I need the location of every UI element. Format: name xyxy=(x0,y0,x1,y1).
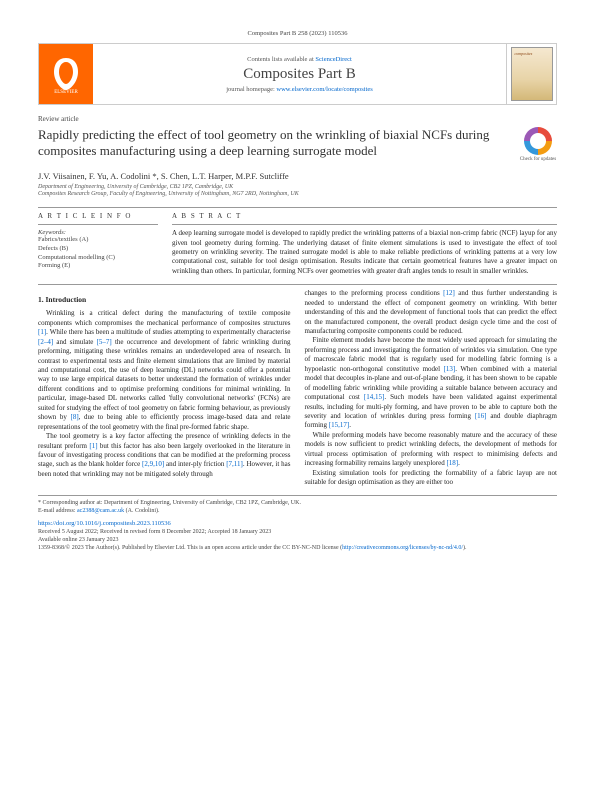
contents-line: Contents lists available at ScienceDirec… xyxy=(103,56,496,63)
journal-header: ELSEVIER Contents lists available at Sci… xyxy=(38,43,557,105)
citation-link[interactable]: [1] xyxy=(38,328,46,336)
citation-link[interactable]: [5–7] xyxy=(97,338,112,346)
journal-name: Composites Part B xyxy=(103,66,496,83)
keywords-label: Keywords: xyxy=(38,229,158,236)
body-text: Finite element models have become the mo… xyxy=(305,336,558,430)
email-link[interactable]: ac2388@cam.ac.uk xyxy=(77,508,124,514)
citation-link[interactable]: [8] xyxy=(70,413,78,421)
license-link[interactable]: http://creativecommons.org/licenses/by-n… xyxy=(342,545,463,551)
citation-link[interactable]: [18] xyxy=(446,459,458,467)
journal-reference: Composites Part B 258 (2023) 110536 xyxy=(38,30,557,37)
license: 1359-8368/© 2023 The Author(s). Publishe… xyxy=(38,545,557,553)
doi-link[interactable]: https://doi.org/10.1016/j.compositesb.20… xyxy=(38,520,171,527)
article-title: Rapidly predicting the effect of tool ge… xyxy=(38,127,509,160)
citation-link[interactable]: [12] xyxy=(443,289,455,297)
body-text: changes to the preforming process condit… xyxy=(305,289,558,336)
abstract-text: A deep learning surrogate model is devel… xyxy=(172,229,557,276)
updates-label: Check for updates xyxy=(519,157,557,163)
citation-link[interactable]: [2,9,10] xyxy=(142,460,164,468)
article-type: Review article xyxy=(38,115,557,123)
body-text: While preforming models have become reas… xyxy=(305,431,558,469)
authors: J.V. Viisainen, F. Yu, A. Codolini *, S.… xyxy=(38,171,557,181)
body-text: Wrinkling is a critical defect during th… xyxy=(38,309,291,432)
updates-icon xyxy=(524,127,552,155)
section-heading: 1. Introduction xyxy=(38,295,291,305)
citation-link[interactable]: [13] xyxy=(444,365,456,373)
affiliations: Department of Engineering, University of… xyxy=(38,184,557,200)
body-text: Existing simulation tools for predicting… xyxy=(305,469,558,488)
elsevier-logo: ELSEVIER xyxy=(39,44,93,104)
abstract-head: A B S T R A C T xyxy=(172,212,557,220)
citation-link[interactable]: [7,11] xyxy=(226,460,243,468)
sciencedirect-link[interactable]: ScienceDirect xyxy=(315,56,351,63)
homepage-link[interactable]: www.elsevier.com/locate/composites xyxy=(276,86,372,93)
citation-link[interactable]: [16] xyxy=(475,412,487,420)
body-text: The tool geometry is a key factor affect… xyxy=(38,432,291,479)
citation-link[interactable]: [15,17] xyxy=(329,421,349,429)
article-history: Received 5 August 2022; Received in revi… xyxy=(38,529,557,537)
citation-link[interactable]: [2–4] xyxy=(38,338,53,346)
citation-link[interactable]: [1] xyxy=(89,442,97,450)
citation-link[interactable]: [14,15] xyxy=(364,393,384,401)
homepage-line: journal homepage: www.elsevier.com/locat… xyxy=(103,86,496,93)
journal-cover-thumb xyxy=(506,44,556,104)
corresponding-author: * Corresponding author at: Department of… xyxy=(38,500,557,516)
doi: https://doi.org/10.1016/j.compositesb.20… xyxy=(38,520,557,527)
available-online: Available online 23 January 2023 xyxy=(38,537,557,545)
right-column: changes to the preforming process condit… xyxy=(305,289,558,487)
body-columns: 1. Introduction Wrinkling is a critical … xyxy=(38,289,557,487)
svg-text:ELSEVIER: ELSEVIER xyxy=(54,90,78,94)
check-updates-badge[interactable]: Check for updates xyxy=(519,127,557,163)
article-info-head: A R T I C L E I N F O xyxy=(38,212,158,220)
keywords-list: Fabrics/textiles (A) Defects (B) Computa… xyxy=(38,236,158,271)
left-column: 1. Introduction Wrinkling is a critical … xyxy=(38,289,291,487)
